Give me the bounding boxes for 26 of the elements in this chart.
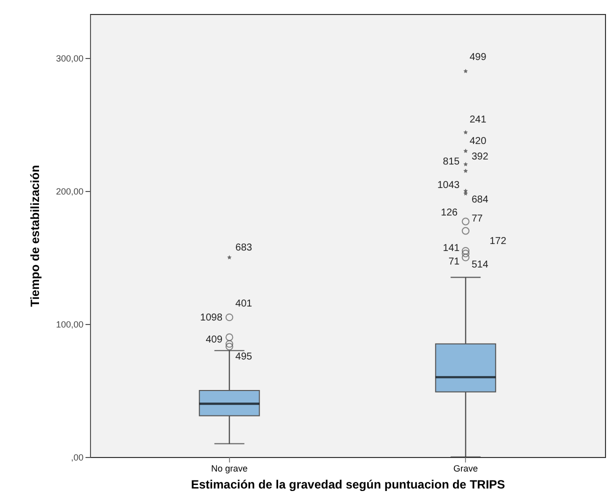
annotation: 401: [235, 298, 253, 310]
y-tick-label: ,00: [70, 452, 84, 462]
annotation: 392: [472, 151, 489, 162]
y-axis-title: Tiempo de estabilización: [28, 165, 42, 307]
annotation: 684: [472, 194, 489, 206]
x-tick-label: No grave: [211, 464, 248, 474]
annotation: 815: [442, 156, 460, 168]
y-tick-label: 100,00: [56, 319, 84, 330]
x-tick-label: Grave: [453, 464, 478, 474]
y-tick-label: 200,00: [56, 186, 84, 196]
annotation: 420: [470, 136, 487, 148]
annotation: 499: [470, 52, 487, 64]
annotation: 683: [235, 242, 253, 254]
y-tick-label: 300,00: [56, 53, 84, 64]
annotation: 77: [472, 214, 484, 225]
annotation: 172: [490, 236, 507, 247]
annotation: 1098: [200, 312, 223, 324]
annotation: 126: [440, 208, 458, 219]
x-axis-title: Estimación de la gravedad según puntuacion de TRIPS: [190, 478, 506, 492]
annotation: 514: [472, 259, 489, 270]
annotation: 71: [448, 256, 460, 268]
annotation: 409: [206, 334, 223, 346]
annotation: 241: [470, 114, 487, 126]
annotation: 141: [442, 242, 460, 254]
annotation: 1043: [437, 180, 460, 191]
annotation: 495: [235, 352, 253, 363]
